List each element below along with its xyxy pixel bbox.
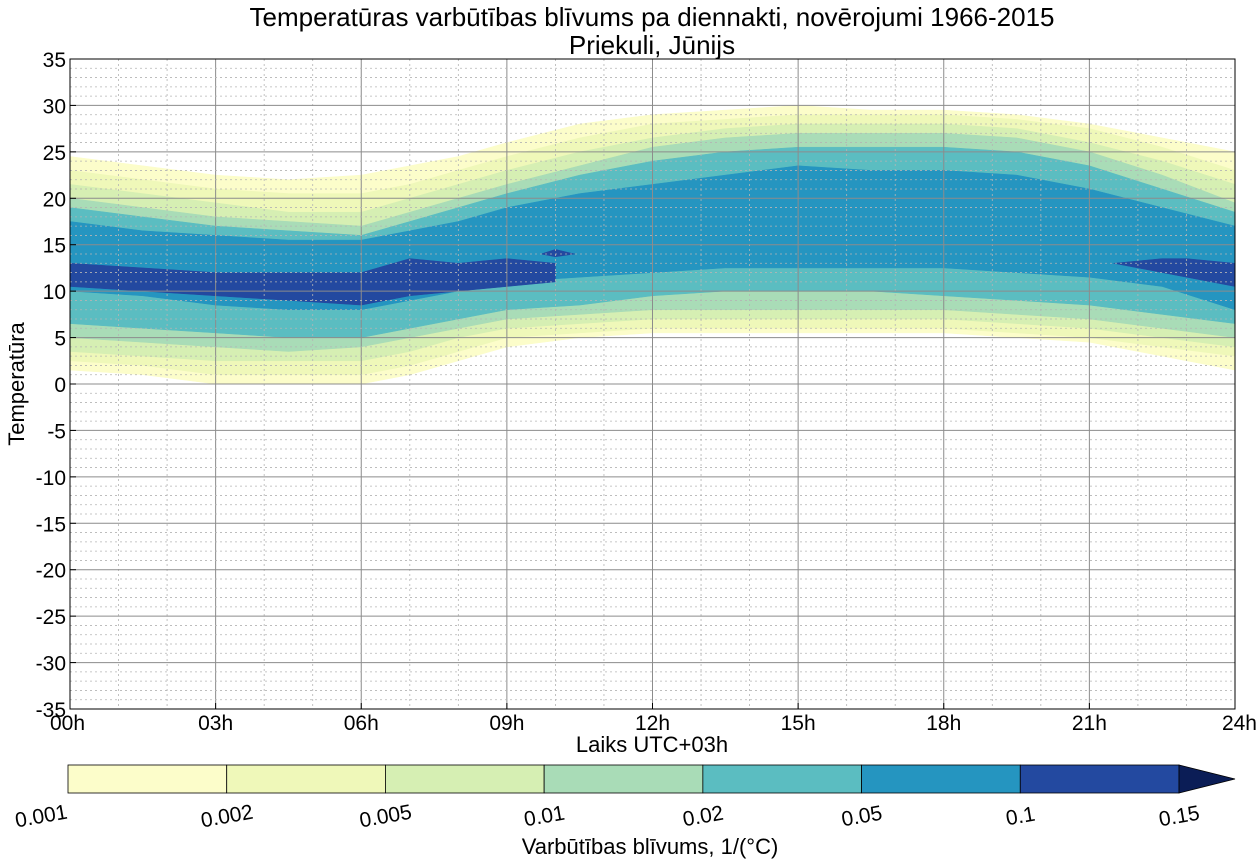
colorbar-tick-label: 0.1	[1004, 803, 1037, 831]
y-tick-label: 20	[43, 188, 66, 211]
x-tick-label: 15h	[781, 712, 816, 735]
y-tick-label: -20	[36, 560, 66, 583]
x-tick-label: 21h	[1072, 712, 1107, 735]
colorbar-segment	[543, 764, 704, 794]
colorbar-tick-label: 0.05	[840, 802, 884, 832]
y-tick-label: 10	[43, 281, 66, 304]
x-axis-ticks: 00h 03h 06h 09h 12h 15h 18h 21h 24h	[50, 703, 1257, 735]
x-tick-label: 24h	[1222, 712, 1257, 735]
chart-title: Temperatūras varbūtības blīvums pa dienn…	[249, 2, 1054, 32]
x-tick-label: 00h	[50, 712, 85, 735]
y-tick-label: 0	[54, 374, 66, 397]
y-tick-label: 5	[54, 328, 66, 351]
contour-band-0_1	[540, 249, 575, 258]
y-tick-label: 35	[43, 49, 66, 72]
colorbar-tick-label: 0.002	[199, 801, 255, 833]
colorbar-segment	[702, 764, 862, 794]
colorbar-tick-label: 0.15	[1157, 802, 1201, 832]
x-tick-label: 06h	[344, 712, 379, 735]
y-axis-label: Temperatūra	[4, 321, 29, 445]
colorbar-segment	[1019, 764, 1180, 794]
colorbar-tick-label: 0.005	[358, 801, 414, 833]
contour-band-0_1	[1113, 258, 1235, 287]
x-tick-label: 18h	[926, 712, 961, 735]
y-tick-label: -15	[36, 513, 66, 536]
chart-subtitle: Priekuli, Jūnijs	[569, 30, 735, 60]
colorbar-label: Varbūtības blīvums, 1/(°C)	[522, 834, 779, 859]
colorbar-segment	[226, 764, 386, 794]
colorbar-tick-label: 0.01	[522, 802, 566, 832]
x-axis-label: Laiks UTC+03h	[576, 732, 728, 757]
colorbar: 0.001 0.002 0.005 0.01 0.02 0.05 0.1 0.15	[13, 764, 1236, 833]
colorbar-segment	[385, 764, 545, 794]
y-tick-label: -35	[36, 699, 66, 722]
x-tick-label: 03h	[198, 712, 233, 735]
y-tick-label: 25	[43, 142, 66, 165]
colorbar-segment	[861, 764, 1021, 794]
y-tick-label: -5	[47, 420, 66, 443]
y-tick-label: -30	[36, 653, 66, 676]
colorbar-segment	[67, 764, 228, 794]
grid-lines	[70, 59, 1235, 709]
x-tick-label: 09h	[489, 712, 524, 735]
colorbar-extend-arrow	[1178, 764, 1236, 794]
y-tick-label: 15	[43, 235, 66, 258]
colorbar-tick-label: 0.001	[13, 801, 69, 833]
x-tick-label: 12h	[635, 712, 670, 735]
y-axis-ticks: 35 30 25 20 15 10 5 0 -5 -10 -15 -20 -25 -30 -35	[36, 49, 76, 722]
y-tick-label: -25	[36, 606, 66, 629]
y-tick-label: 30	[43, 95, 66, 118]
colorbar-tick-label: 0.02	[681, 802, 725, 832]
y-tick-label: -10	[36, 467, 66, 490]
